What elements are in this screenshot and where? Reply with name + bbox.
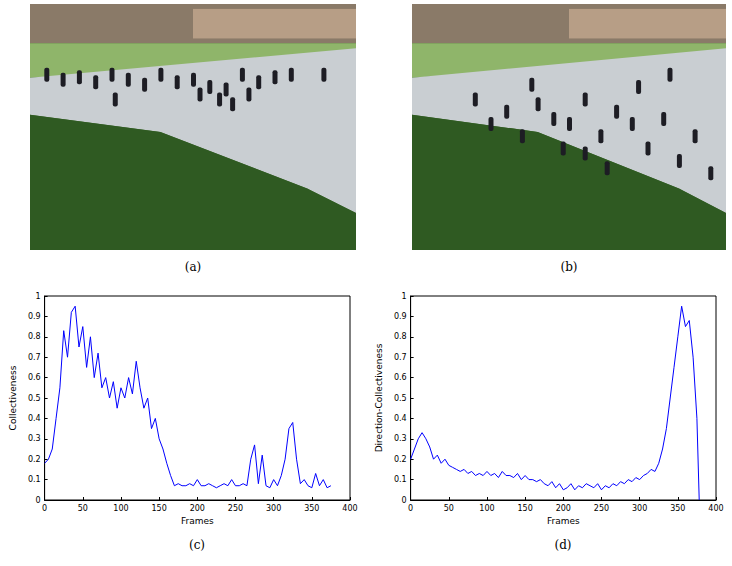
svg-text:0.9: 0.9 — [394, 312, 407, 321]
svg-text:0.2: 0.2 — [394, 455, 407, 464]
svg-text:0.8: 0.8 — [28, 332, 41, 341]
svg-text:200: 200 — [190, 504, 205, 513]
svg-text:0.5: 0.5 — [28, 394, 41, 403]
svg-text:0.7: 0.7 — [28, 353, 41, 362]
svg-text:0.1: 0.1 — [394, 475, 407, 484]
svg-text:Frames: Frames — [181, 516, 214, 526]
svg-text:Direction-Collectiveness: Direction-Collectiveness — [374, 343, 384, 452]
svg-text:Collectiveness: Collectiveness — [8, 365, 18, 430]
svg-text:0.2: 0.2 — [28, 455, 41, 464]
svg-text:0.3: 0.3 — [28, 434, 41, 443]
svg-text:350: 350 — [304, 504, 319, 513]
svg-text:0: 0 — [408, 504, 413, 513]
svg-text:0.4: 0.4 — [28, 414, 41, 423]
html-text:(b): (b) — [560, 260, 578, 274]
html-text:(a): (a) — [184, 260, 202, 274]
svg-text:0.8: 0.8 — [394, 332, 407, 341]
svg-text:50: 50 — [444, 504, 454, 513]
svg-text:1: 1 — [402, 292, 407, 301]
svg-text:0.6: 0.6 — [28, 373, 41, 382]
svg-text:Frames: Frames — [547, 516, 580, 526]
svg-text:300: 300 — [266, 504, 281, 513]
svg-text:1: 1 — [36, 292, 41, 301]
svg-text:0.5: 0.5 — [394, 394, 407, 403]
svg-text:400: 400 — [342, 504, 357, 513]
svg-text:150: 150 — [517, 504, 532, 513]
svg-text:0.1: 0.1 — [28, 475, 41, 484]
svg-text:300: 300 — [632, 504, 647, 513]
svg-text:0.6: 0.6 — [394, 373, 407, 382]
svg-text:0: 0 — [42, 504, 47, 513]
svg-text:400: 400 — [708, 504, 723, 513]
svg-text:0.7: 0.7 — [394, 353, 407, 362]
svg-text:350: 350 — [670, 504, 685, 513]
svg-text:0.4: 0.4 — [394, 414, 407, 423]
svg-text:200: 200 — [556, 504, 571, 513]
svg-text:0: 0 — [36, 496, 41, 505]
svg-text:150: 150 — [151, 504, 166, 513]
svg-text:100: 100 — [113, 504, 128, 513]
svg-text:250: 250 — [228, 504, 243, 513]
html-text:(d): (d) — [554, 538, 572, 552]
svg-text:0: 0 — [402, 496, 407, 505]
svg-text:250: 250 — [594, 504, 609, 513]
svg-text:50: 50 — [78, 504, 88, 513]
svg-text:0.3: 0.3 — [394, 434, 407, 443]
svg-text:100: 100 — [479, 504, 494, 513]
html-text:(c): (c) — [189, 538, 205, 552]
svg-text:0.9: 0.9 — [28, 312, 41, 321]
